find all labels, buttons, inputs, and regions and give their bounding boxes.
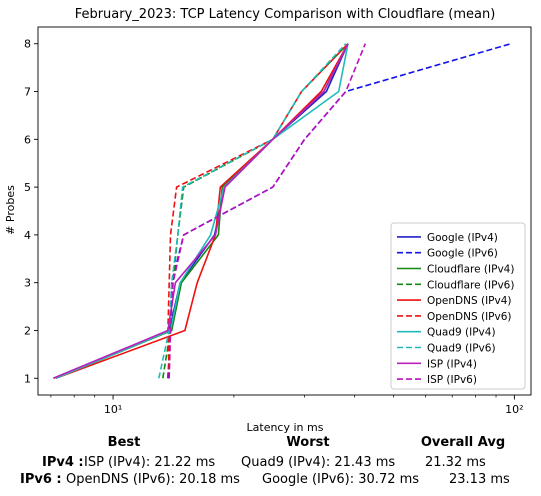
plot-area: [37, 26, 532, 396]
summary-row-label: IPv4 :: [42, 455, 84, 470]
y-tick-label: 1: [24, 372, 31, 385]
legend-label: ISP (IPv6): [427, 374, 477, 386]
summary-worst-value: Google (IPv6): 30.72 ms: [262, 472, 419, 487]
series-line-quad9-ipv4: [55, 43, 349, 380]
legend-box: [390, 222, 526, 390]
y-tick-label: 8: [24, 38, 31, 51]
summary-header-best: Best: [108, 435, 141, 450]
summary-header-worst: Worst: [286, 435, 329, 450]
summary-worst-value: Quad9 (IPv4): 21.43 ms: [241, 455, 395, 470]
x-tick-label: 10²: [505, 403, 523, 416]
series-line-google-ipv4: [53, 43, 349, 380]
series-line-opendns-ipv6: [167, 43, 349, 379]
y-tick-label: 6: [24, 133, 31, 146]
legend-label: Google (IPv4): [427, 232, 498, 244]
legend-label: Google (IPv6): [427, 248, 498, 260]
summary-best-value: OpenDNS (IPv6): 20.18 ms: [66, 472, 240, 487]
axes: 1 2 3 4 5 6 7 8 10¹ 10²: [24, 38, 524, 416]
summary-row-label: IPv6 :: [20, 472, 62, 487]
summary-table: Best Worst Overall Avg IPv4 : ISP (IPv4)…: [20, 435, 510, 487]
summary-header-avg: Overall Avg: [421, 435, 505, 450]
y-tick-label: 3: [24, 277, 31, 290]
x-tick-label: 10¹: [104, 403, 122, 416]
summary-avg-value: 21.32 ms: [425, 455, 486, 470]
legend-label: ISP (IPv4): [427, 358, 477, 370]
chart-title: February_2023: TCP Latency Comparison wi…: [75, 7, 496, 22]
summary-best-value: ISP (IPv4): 21.22 ms: [84, 455, 215, 470]
series-line-cloudflare-ipv4: [55, 43, 349, 380]
legend-label: OpenDNS (IPv6): [427, 311, 512, 323]
x-axis-label: Latency in ms: [247, 421, 324, 434]
y-tick-label: 5: [24, 181, 31, 194]
series-line-isp-ipv4: [53, 43, 349, 380]
series-line-opendns-ipv4: [55, 43, 349, 380]
legend-label: Cloudflare (IPv4): [427, 264, 514, 276]
y-tick-label: 7: [24, 86, 31, 99]
legend: Google (IPv4) Google (IPv6) Cloudflare (IP…: [390, 222, 526, 390]
y-axis-label: # Probes: [4, 185, 17, 235]
legend-label: Quad9 (IPv4): [427, 327, 496, 339]
legend-label: Quad9 (IPv6): [427, 343, 496, 355]
series-lines: [53, 42, 512, 380]
series-line-isp-ipv6: [168, 43, 367, 379]
legend-label: OpenDNS (IPv4): [427, 295, 512, 307]
y-tick-label: 4: [24, 229, 31, 242]
y-tick-label: 2: [24, 324, 31, 337]
plot-border: [37, 26, 532, 396]
legend-label: Cloudflare (IPv6): [427, 279, 514, 291]
summary-avg-value: 23.13 ms: [449, 472, 510, 487]
